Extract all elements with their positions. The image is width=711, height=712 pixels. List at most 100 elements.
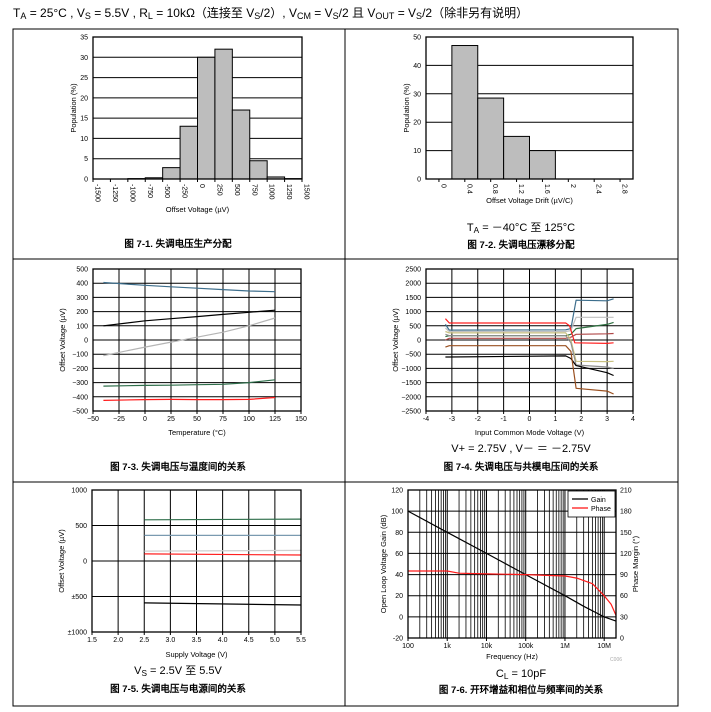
y-tick-label: 35 xyxy=(80,35,88,42)
text-segment: C xyxy=(496,668,504,680)
series-line-unit-9 xyxy=(445,345,614,395)
x-tick-label: 1k xyxy=(444,643,452,650)
x-tick-label: 2 xyxy=(569,184,576,188)
x-tick-label: −50 xyxy=(87,416,99,423)
x-tick-label: -4 xyxy=(423,416,429,423)
text-segment: = 10pF xyxy=(508,668,546,680)
y-axis-label: Population (%) xyxy=(402,83,411,133)
y2-tick-label: 180 xyxy=(620,509,632,516)
y-tick-label: −300 xyxy=(72,380,88,387)
subscript: S xyxy=(416,11,422,21)
figure-caption: 图 7-6. 开环增益和相位与频率间的关系 xyxy=(439,684,604,696)
y-tick-label: −400 xyxy=(72,394,88,401)
y-tick-label: 20 xyxy=(395,593,403,600)
figure-condition: VS = 2.5V 至 5.5V xyxy=(134,665,222,678)
histogram-bar xyxy=(179,125,198,180)
y-tick-label: 0 xyxy=(84,338,88,345)
y-tick-label: 1500 xyxy=(405,295,421,302)
y-axis-label: Offset Voltage (µV) xyxy=(391,308,400,372)
y-tick-label: 500 xyxy=(76,267,88,274)
histogram-bar xyxy=(451,45,479,180)
y-tick-label: −1500 xyxy=(401,380,421,387)
text-segment: = 25°C , V xyxy=(26,6,85,20)
figure-condition: TA = －40°C 至 125°C xyxy=(467,222,575,235)
y-tick-label: 0 xyxy=(84,177,88,184)
x-tick-label: 2.5 xyxy=(139,637,149,644)
subscript: S xyxy=(141,669,147,678)
series-line-unit-5 xyxy=(445,332,614,341)
plot-area xyxy=(425,36,634,180)
chart-1: -1500 -1250 -1000 -750 -500 -250 0 250 500 750 100… xyxy=(69,35,310,251)
x-tick-label: 0 xyxy=(143,416,147,423)
x-tick-label: -250 xyxy=(181,184,188,198)
x-tick-label: 0 xyxy=(528,416,532,423)
y-tick-label: 10 xyxy=(80,136,88,143)
x-tick-label: 50 xyxy=(193,416,201,423)
x-tick-label: 1250 xyxy=(285,184,292,200)
y-tick-label: −100 xyxy=(72,352,88,359)
x-tick-label: 150 xyxy=(295,416,307,423)
y-tick-label: 200 xyxy=(76,309,88,316)
x-tick-label: 5.5 xyxy=(296,637,306,644)
histogram-bar xyxy=(231,109,251,180)
x-axis-label: Offset Voltage (µV) xyxy=(166,205,230,214)
x-tick-label: 125 xyxy=(269,416,281,423)
x-tick-label: −25 xyxy=(113,416,125,423)
y-tick-label: -20 xyxy=(393,636,403,643)
text-segment: = V xyxy=(311,6,333,20)
y-tick-label: −1000 xyxy=(401,366,421,373)
x-tick-label: 750 xyxy=(250,184,257,196)
figure-code: C006 xyxy=(610,657,622,663)
series-line-unit-1 xyxy=(144,518,302,521)
series-line-unit-7 xyxy=(445,333,614,369)
y-tick-label: 50 xyxy=(413,35,421,42)
x-tick-label: 1.5 xyxy=(87,637,97,644)
legend-label: Phase xyxy=(591,506,611,513)
series-line-unit-5 xyxy=(144,602,302,606)
y2-axis-label: Phase Margin (°) xyxy=(631,535,640,592)
x-tick-label: 1.6 xyxy=(543,184,550,194)
y-tick-label: 0 xyxy=(417,177,421,184)
text-segment: = 10kΩ（连接至 V xyxy=(153,5,254,20)
x-tick-label: 0.4 xyxy=(465,184,472,194)
y-tick-label: 20 xyxy=(413,120,421,127)
x-axis-label: Input Common Mode Voltage (V) xyxy=(475,428,585,437)
x-tick-label: 1500 xyxy=(303,184,310,200)
text-segment: = 2.5V 至 5.5V xyxy=(147,665,223,677)
subscript: S xyxy=(254,11,260,21)
histogram-bar xyxy=(529,150,556,180)
histogram-bar xyxy=(197,56,216,180)
y-tick-label: 20 xyxy=(80,95,88,102)
y-tick-label: 400 xyxy=(76,281,88,288)
x-tick-label: 3.5 xyxy=(192,637,202,644)
histogram-bar xyxy=(477,97,505,180)
x-tick-label: 1 xyxy=(553,416,557,423)
text-segment: /2（除非另有说明） xyxy=(422,5,528,20)
x-tick-label: 0 xyxy=(198,184,205,188)
series-line-unit-8 xyxy=(445,355,614,377)
x-tick-label: 2 xyxy=(579,416,583,423)
subscript: S xyxy=(333,11,339,21)
x-axis-label: Frequency (Hz) xyxy=(486,652,538,661)
y-tick-label: 15 xyxy=(80,116,88,123)
histogram-bar xyxy=(503,135,530,180)
y-tick-label: −200 xyxy=(72,366,88,373)
text-segment: = －40°C 至 125°C xyxy=(479,222,575,234)
chart-4: -4 -3 -2 -1 0 1 2 3 4 −2500 −2000 −1500 −1000 −500 0 50… xyxy=(391,267,635,474)
y-tick-label: 120 xyxy=(391,488,403,495)
chart-2: 0 0.4 0.8 1.2 1.6 2 2.4 2.8 0 10 20 30 40 50 Offset Vo… xyxy=(402,35,634,251)
y2-tick-label: 0 xyxy=(620,636,624,643)
chart-6: 100 1k 10k 100k 1M 10M -20 0 20 40 60 80 100 120 0 30 60… xyxy=(379,488,640,697)
x-tick-label: 100 xyxy=(402,643,414,650)
text-segment: T xyxy=(467,222,474,234)
y-tick-label: −2000 xyxy=(401,394,421,401)
y-tick-label: 500 xyxy=(409,323,421,330)
x-tick-label: 10k xyxy=(481,643,493,650)
x-tick-label: 4 xyxy=(631,416,635,423)
y-tick-label: 30 xyxy=(80,55,88,62)
x-axis-label: Offset Voltage Drift (µV/C) xyxy=(486,196,573,205)
x-tick-label: 2.8 xyxy=(621,184,628,194)
series-line-unit-6 xyxy=(445,330,614,363)
x-tick-label: 3.0 xyxy=(166,637,176,644)
x-tick-label: -750 xyxy=(146,184,153,198)
